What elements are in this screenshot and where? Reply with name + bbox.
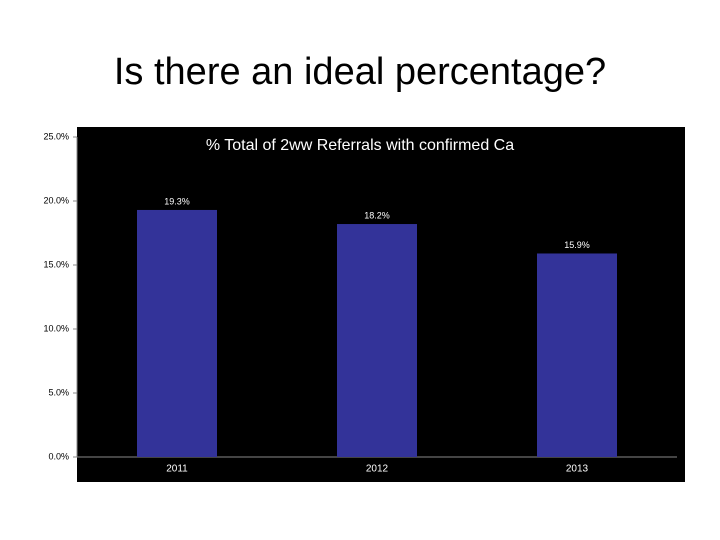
y-tick-label: 25.0% <box>43 131 69 141</box>
y-tick-label: 0.0% <box>48 451 69 461</box>
y-tick-label: 20.0% <box>43 195 69 205</box>
bar <box>537 253 617 457</box>
x-tick-label: 2011 <box>166 464 188 475</box>
chart-title: % Total of 2ww Referrals with confirmed … <box>206 137 514 154</box>
slide-title: Is there an ideal percentage? <box>114 51 606 93</box>
y-tick-label: 15.0% <box>43 259 69 269</box>
x-tick-label: 2012 <box>366 464 389 475</box>
value-label: 18.2% <box>364 210 390 220</box>
y-tick-label: 10.0% <box>43 323 69 333</box>
bar <box>337 224 417 457</box>
bar <box>137 209 217 457</box>
value-label: 19.3% <box>164 196 190 206</box>
value-label: 15.9% <box>564 240 590 250</box>
x-tick-label: 2013 <box>566 464 589 475</box>
y-tick-label: 5.0% <box>48 387 69 397</box>
